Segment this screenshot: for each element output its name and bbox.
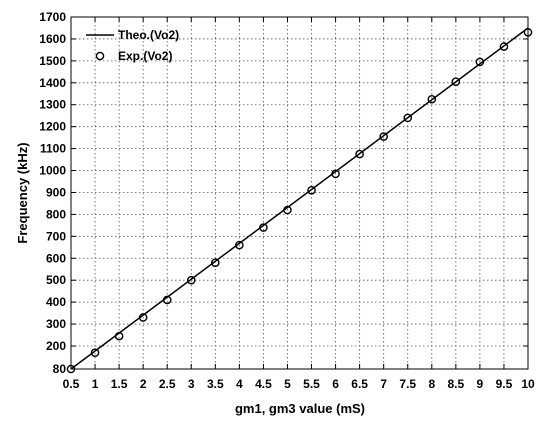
grid-lines <box>71 17 528 369</box>
x-tick-labels: 0.5 1 1.5 2 2.5 3 3.5 4 4.5 5 5.5 6 6.5 7 7.5 8 8.5 9 9.5 1… <box>63 377 535 391</box>
y-tick-label: 500 <box>46 273 66 287</box>
legend-marker-swatch <box>95 51 105 61</box>
x-tick-label: 9 <box>477 377 484 391</box>
series-exp-point <box>211 258 220 267</box>
y-tick-label: 400 <box>46 295 66 309</box>
x-tick-label: 6 <box>332 377 339 391</box>
x-tick-label: 10 <box>521 377 535 391</box>
series-exp-point <box>235 240 244 250</box>
series-exp-point <box>66 364 76 374</box>
series-exp-point <box>114 331 124 341</box>
x-tick-label: 8.5 <box>447 377 464 391</box>
series-exp-point <box>283 205 292 215</box>
y-tick-label: 1100 <box>40 142 66 156</box>
y-tick-label: 200 <box>46 339 66 353</box>
series-exp-point <box>427 94 437 104</box>
y-tick-label: 1700 <box>39 10 66 24</box>
x-axis-title: gm1, gm3 value (mS) <box>235 401 365 416</box>
series-exp-point <box>355 149 364 159</box>
series-exp-point <box>186 275 196 285</box>
y-tick-label: 1500 <box>39 54 66 68</box>
legend: Theo.(Vo2) Exp.(Vo2) <box>86 28 179 63</box>
y-tick-label: 1300 <box>39 98 66 112</box>
y-tick-label: 900 <box>46 185 66 199</box>
axis-ticks <box>70 16 529 370</box>
x-tick-label: 4 <box>236 377 243 391</box>
series-exp-point <box>403 113 413 123</box>
y-tick-label: 1600 <box>39 32 66 46</box>
x-tick-label: 9.5 <box>496 377 513 391</box>
y-tick-label: 300 <box>46 317 66 331</box>
x-tick-label: 8 <box>428 377 435 391</box>
series-exp-point <box>379 132 388 141</box>
y-tick-label: 1000 <box>39 164 66 178</box>
legend-label-exp: Exp.(Vo2) <box>118 49 172 63</box>
series-exp-point <box>451 77 461 87</box>
x-tick-label: 7 <box>380 377 387 391</box>
x-tick-label: 3.5 <box>207 377 224 391</box>
x-tick-label: 2 <box>140 377 147 391</box>
x-tick-label: 5.5 <box>303 377 320 391</box>
y-tick-label: 700 <box>46 229 66 243</box>
y-tick-label: 1200 <box>39 120 66 134</box>
series-exp-point <box>259 223 268 232</box>
x-tick-label: 1 <box>92 377 99 391</box>
series-exp-point <box>499 42 509 51</box>
plot-area-border <box>70 16 529 370</box>
series-exp-point <box>523 28 533 37</box>
series-exp-point <box>138 313 148 322</box>
series-layer <box>66 27 533 374</box>
series-exp-point <box>90 348 100 358</box>
x-tick-label: 0.5 <box>63 377 80 391</box>
y-tick-labels: 80 200 300 400 500 600 700 800 900 1000 1100 1200 13… <box>39 10 66 376</box>
y-tick-label: 800 <box>46 207 66 221</box>
y-tick-label: 600 <box>46 251 66 265</box>
y-tick-label: 1400 <box>39 76 66 90</box>
x-tick-label: 5 <box>284 377 291 391</box>
series-exp-point <box>475 57 485 67</box>
legend-label-theo: Theo.(Vo2) <box>118 28 179 42</box>
series-theo-line <box>70 27 529 370</box>
y-tick-label: 80 <box>53 362 67 376</box>
x-tick-label: 1.5 <box>111 377 128 391</box>
x-tick-label: 3 <box>188 377 195 391</box>
x-tick-label: 7.5 <box>399 377 416 391</box>
y-axis-title: Frequency (kHz) <box>15 142 30 243</box>
series-exp-point <box>331 169 340 179</box>
series-exp-point <box>162 295 172 305</box>
x-tick-label: 4.5 <box>255 377 272 391</box>
series-exp-point <box>307 185 316 195</box>
x-tick-label: 2.5 <box>159 377 176 391</box>
x-tick-label: 6.5 <box>351 377 368 391</box>
